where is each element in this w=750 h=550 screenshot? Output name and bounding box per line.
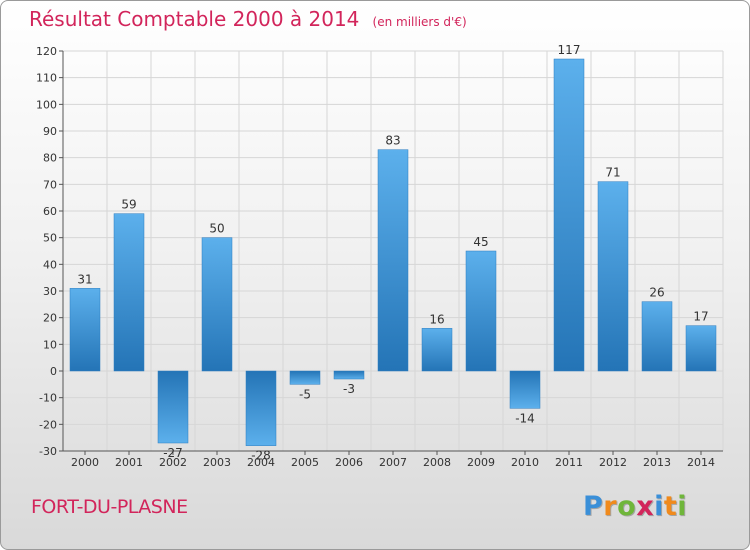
y-tick-label: 60 bbox=[43, 205, 57, 218]
x-tick-label: 2011 bbox=[555, 456, 583, 469]
bar bbox=[377, 149, 409, 372]
y-tick-label: -30 bbox=[39, 445, 57, 458]
x-tick-label: 2014 bbox=[687, 456, 715, 469]
bar bbox=[157, 370, 189, 444]
bar bbox=[597, 181, 629, 372]
bar bbox=[465, 250, 497, 372]
chart-subtitle: (en milliers d'€) bbox=[372, 15, 467, 29]
y-tick-label: 20 bbox=[43, 312, 57, 325]
bar bbox=[69, 288, 101, 372]
y-tick-label: 80 bbox=[43, 152, 57, 165]
x-tick-label: 2003 bbox=[203, 456, 231, 469]
bar bbox=[113, 213, 145, 372]
y-tick-label: 10 bbox=[43, 338, 57, 351]
x-tick-label: 2000 bbox=[71, 456, 99, 469]
proxiti-logo[interactable]: Proxiti bbox=[583, 491, 687, 522]
data-label: 17 bbox=[693, 310, 708, 324]
logo-letter: t bbox=[663, 491, 678, 522]
bar bbox=[509, 370, 541, 409]
y-tick-label: 40 bbox=[43, 258, 57, 271]
data-label: -28 bbox=[251, 449, 271, 463]
y-tick-label: 100 bbox=[36, 98, 57, 111]
logo-letter: P bbox=[583, 491, 604, 522]
data-label: 50 bbox=[209, 222, 224, 236]
axes: -30 -20 -10 0 10 20 30 40 50 60 70 80 90 100 110 120 200… bbox=[36, 45, 723, 469]
x-tick-label: 2007 bbox=[379, 456, 407, 469]
y-tick-label: -10 bbox=[39, 392, 57, 405]
title-row: Résultat Comptable 2000 à 2014 (en milli… bbox=[29, 7, 467, 31]
logo-letter: i bbox=[654, 491, 664, 522]
y-tick-label: 90 bbox=[43, 125, 57, 138]
y-tick-label: 120 bbox=[36, 45, 57, 58]
chart-title: Résultat Comptable 2000 à 2014 bbox=[29, 7, 360, 31]
data-label: 59 bbox=[121, 198, 136, 212]
data-label: 117 bbox=[558, 43, 581, 57]
data-label: 45 bbox=[473, 235, 488, 249]
x-tick-label: 2002 bbox=[159, 456, 187, 469]
x-tick-label: 2005 bbox=[291, 456, 319, 469]
bar bbox=[641, 301, 673, 372]
data-label: 26 bbox=[649, 286, 664, 300]
x-tick-label: 2013 bbox=[643, 456, 671, 469]
y-tick-label: 70 bbox=[43, 178, 57, 191]
bar bbox=[685, 325, 717, 372]
x-tick-label: 2008 bbox=[423, 456, 451, 469]
x-tick-label: 2009 bbox=[467, 456, 495, 469]
y-tick-label: 50 bbox=[43, 232, 57, 245]
bar bbox=[245, 370, 277, 446]
town-name: FORT-DU-PLASNE bbox=[31, 496, 188, 518]
data-label: -14 bbox=[515, 411, 535, 425]
data-label: 71 bbox=[605, 166, 620, 180]
bar bbox=[421, 328, 453, 372]
bar bbox=[289, 370, 321, 385]
data-label: -5 bbox=[299, 387, 311, 401]
logo-letter: o bbox=[617, 491, 637, 522]
bar bbox=[553, 58, 585, 372]
data-label: -27 bbox=[163, 446, 183, 460]
logo-letter: i bbox=[677, 491, 688, 522]
bar bbox=[333, 370, 365, 380]
x-tick-label: 2010 bbox=[511, 456, 539, 469]
y-tick-label: 110 bbox=[36, 72, 57, 85]
x-tick-label: 2012 bbox=[599, 456, 627, 469]
bars bbox=[69, 58, 717, 446]
data-label: 83 bbox=[385, 134, 400, 148]
y-tick-label: -20 bbox=[39, 418, 57, 431]
x-tick-label: 2001 bbox=[115, 456, 143, 469]
data-labels: 31 59 -27 50 -28 -5 -3 83 16 45 -14 117 71 26 17 bbox=[77, 43, 708, 463]
x-tick-label: 2004 bbox=[247, 456, 275, 469]
data-label: 31 bbox=[77, 272, 92, 286]
y-tick-label: 0 bbox=[50, 365, 57, 378]
logo-letter: r bbox=[603, 491, 618, 522]
bar bbox=[201, 237, 233, 372]
y-tick-label: 30 bbox=[43, 285, 57, 298]
logo-letter: x bbox=[636, 491, 655, 522]
x-tick-label: 2006 bbox=[335, 456, 363, 469]
data-label: 16 bbox=[429, 312, 444, 326]
data-label: -3 bbox=[343, 382, 355, 396]
